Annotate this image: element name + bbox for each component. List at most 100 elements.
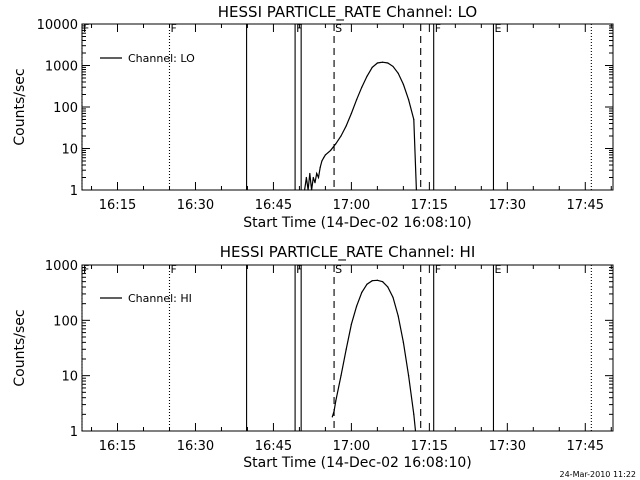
- data-point: [304, 189, 306, 191]
- plot-frame: [81, 264, 614, 432]
- data-point: [309, 172, 311, 175]
- data-point: [413, 413, 415, 415]
- data-point: [387, 286, 389, 288]
- data-point: [415, 189, 417, 191]
- x-axis-label: Start Time (14-Dec-02 16:08:10): [243, 455, 471, 471]
- data-point: [413, 118, 415, 121]
- data-point: [397, 72, 399, 74]
- data-point: [361, 86, 363, 88]
- y-tick-label: 1000: [45, 259, 78, 274]
- y-tick-label: 1000: [45, 60, 78, 75]
- event-marker-label: S: [335, 22, 342, 35]
- data-point: [330, 149, 332, 151]
- x-tick-label: 17:30: [489, 439, 526, 454]
- data-point: [397, 315, 399, 317]
- y-tick-label: 1: [70, 184, 78, 199]
- panel-lo: HESSI PARTICLE_RATE Channel: LOF F F S F E16:…: [12, 3, 614, 231]
- x-tick-label: 17:15: [411, 198, 448, 213]
- x-tick-label: 16:30: [177, 439, 214, 454]
- series-line: [304, 61, 417, 191]
- data-point: [407, 99, 410, 101]
- data-point: [333, 410, 335, 412]
- data-point: [355, 305, 358, 307]
- data-point: [371, 66, 373, 68]
- data-point: [317, 176, 320, 179]
- data-point: [345, 125, 347, 127]
- x-tick-label: 16:30: [177, 198, 214, 213]
- event-marker-label: F: [83, 263, 89, 276]
- chart-title: HESSI PARTICLE_RATE Channel: LO: [218, 3, 477, 22]
- x-tick-label: 17:00: [333, 198, 370, 213]
- data-point: [381, 61, 384, 63]
- x-tick-label: 16:15: [99, 439, 136, 454]
- y-tick-label: 100: [53, 101, 78, 116]
- panel-hi: HESSI PARTICLE_RATE Channel: HIF F F S F E16:…: [12, 243, 614, 471]
- x-tick-label: 16:45: [255, 439, 292, 454]
- data-point: [402, 83, 404, 86]
- data-point: [402, 341, 404, 343]
- legend-label: Channel: HI: [128, 292, 192, 305]
- x-axis-label: Start Time (14-Dec-02 16:08:10): [243, 215, 471, 231]
- event-marker-label: F: [435, 263, 441, 276]
- data-point: [335, 400, 337, 402]
- y-tick-label: 10: [61, 370, 78, 385]
- event-marker-label: F: [170, 22, 176, 35]
- data-point: [350, 112, 352, 115]
- y-tick-label: 100: [53, 314, 78, 329]
- data-point: [323, 157, 325, 159]
- y-axis-label: Counts/sec: [12, 309, 28, 386]
- y-axis-label: Counts/sec: [12, 68, 28, 145]
- data-point: [392, 65, 394, 68]
- event-marker-label: F: [435, 22, 441, 35]
- event-marker-label: F: [296, 263, 302, 276]
- footer-timestamp: 24-Mar-2010 11:22: [560, 470, 637, 479]
- data-point: [361, 291, 363, 293]
- data-point: [312, 176, 314, 179]
- data-point: [350, 323, 352, 325]
- data-point: [340, 135, 342, 137]
- event-marker-label: F: [170, 263, 176, 276]
- event-marker-label: E: [494, 22, 501, 35]
- data-point: [331, 416, 333, 418]
- y-tick-label: 10000: [37, 18, 78, 33]
- data-point: [407, 375, 410, 377]
- data-point: [371, 280, 373, 282]
- data-point: [376, 62, 378, 64]
- y-tick-label: 1: [70, 425, 78, 440]
- series-line: [331, 279, 417, 432]
- data-point: [307, 189, 309, 191]
- x-tick-label: 17:00: [333, 439, 370, 454]
- data-point: [392, 296, 394, 298]
- legend-label: Channel: LO: [128, 52, 195, 65]
- x-tick-label: 16:45: [255, 198, 292, 213]
- data-point: [366, 75, 368, 77]
- data-point: [324, 154, 327, 156]
- plot-frame: [81, 23, 614, 191]
- event-marker-label: S: [335, 263, 342, 276]
- data-point: [310, 189, 313, 191]
- event-marker-label: F: [83, 22, 89, 35]
- x-tick-label: 17:45: [567, 439, 604, 454]
- event-marker-label: E: [494, 263, 501, 276]
- x-tick-label: 16:15: [99, 198, 136, 213]
- chart-title: HESSI PARTICLE_RATE Channel: HI: [220, 243, 476, 262]
- data-point: [414, 430, 417, 432]
- data-point: [314, 182, 316, 184]
- data-point: [319, 166, 321, 169]
- data-point: [355, 99, 358, 101]
- data-point: [345, 348, 347, 350]
- x-tick-label: 17:30: [489, 198, 526, 213]
- data-point: [376, 279, 378, 281]
- data-point: [305, 176, 307, 179]
- data-point: [335, 143, 337, 145]
- data-point: [387, 62, 389, 64]
- y-tick-label: 10: [61, 143, 78, 158]
- data-point: [381, 281, 384, 283]
- data-point: [366, 283, 368, 285]
- data-point: [321, 160, 323, 162]
- x-tick-label: 17:15: [411, 439, 448, 454]
- x-tick-label: 17:45: [567, 198, 604, 213]
- event-marker-label: F: [296, 22, 302, 35]
- data-point: [316, 172, 318, 175]
